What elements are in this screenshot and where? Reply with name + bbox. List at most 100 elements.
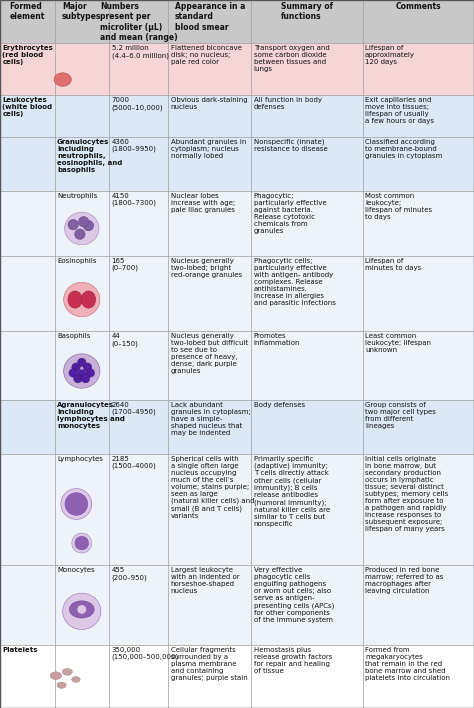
Bar (251, 0, 363, 43)
Bar (109, 191, 168, 256)
Bar (168, 137, 251, 191)
Ellipse shape (72, 677, 80, 683)
Text: Agranulocytes
including
lymphocytes and
monocytes: Agranulocytes including lymphocytes and … (57, 401, 125, 429)
Bar (55, 566, 109, 644)
Bar (0, 454, 55, 566)
Bar (251, 95, 363, 137)
Bar (55, 95, 109, 137)
Text: Basophils: Basophils (57, 333, 91, 339)
Ellipse shape (62, 668, 73, 675)
Text: Classified according
to membrane-bound
granules in cytoplasm: Classified according to membrane-bound g… (365, 139, 443, 159)
Text: Flattened biconcave
disk; no nucleus;
pale red color: Flattened biconcave disk; no nucleus; pa… (171, 45, 242, 65)
Text: 4360
(1800–9950): 4360 (1800–9950) (111, 139, 156, 152)
Text: Granulocytes
including
neutrophils,
eosinophils, and
basophils: Granulocytes including neutrophils, eosi… (57, 139, 122, 173)
Text: Abundant granules in
cytoplasm; nucleus
normally lobed: Abundant granules in cytoplasm; nucleus … (171, 139, 246, 159)
Bar (0, 137, 55, 191)
Bar (109, 644, 168, 708)
Bar (55, 191, 109, 256)
Bar (363, 137, 474, 191)
Bar (168, 566, 251, 644)
Text: Lack abundant
granules in cytoplasm;
have a simple-
shaped nucleus that
may be i: Lack abundant granules in cytoplasm; hav… (171, 401, 251, 435)
Bar (0, 191, 55, 256)
Ellipse shape (77, 370, 86, 378)
Text: Summary of
functions: Summary of functions (281, 2, 333, 21)
Text: Leukocytes
(white blood
cells): Leukocytes (white blood cells) (2, 97, 53, 117)
Bar (363, 644, 474, 708)
Bar (109, 137, 168, 191)
Bar (55, 454, 109, 566)
Bar (363, 191, 474, 256)
Bar (109, 566, 168, 644)
Text: Nuclear lobes
increase with age;
pale lilac granules: Nuclear lobes increase with age; pale li… (171, 193, 235, 213)
Ellipse shape (72, 363, 80, 372)
Text: Obvious dark-staining
nucleus: Obvious dark-staining nucleus (171, 97, 247, 110)
Text: 44
(0–150): 44 (0–150) (111, 333, 138, 347)
Text: Spherical cells with
a single often large
nucleus occupying
much of the cell’s
v: Spherical cells with a single often larg… (171, 456, 254, 519)
Bar (168, 191, 251, 256)
Text: Least common
leukocyte; lifespan
unknown: Least common leukocyte; lifespan unknown (365, 333, 431, 353)
Bar (168, 0, 251, 43)
Bar (251, 454, 363, 566)
Bar (251, 191, 363, 256)
Ellipse shape (73, 375, 82, 383)
Bar (168, 400, 251, 454)
Ellipse shape (64, 282, 100, 316)
Bar (109, 43, 168, 95)
Text: 7000
(5000–10,000): 7000 (5000–10,000) (111, 97, 163, 110)
Text: Exit capillaries and
move into tissues;
lifespan of usually
a few hours or days: Exit capillaries and move into tissues; … (365, 97, 434, 124)
Text: Hemostasis plus
release growth factors
for repair and healing
of tissue: Hemostasis plus release growth factors f… (254, 646, 332, 673)
Bar (0, 0, 55, 43)
Bar (168, 454, 251, 566)
Bar (168, 256, 251, 331)
Ellipse shape (81, 375, 90, 383)
Bar (168, 331, 251, 400)
Text: Initial cells originate
in bone marrow, but
secondary production
occurs in lymph: Initial cells originate in bone marrow, … (365, 456, 448, 532)
Text: Numbers
present per
microliter (μL)
and mean (range): Numbers present per microliter (μL) and … (100, 2, 177, 42)
Bar (0, 95, 55, 137)
Ellipse shape (72, 533, 92, 553)
Ellipse shape (75, 536, 89, 550)
Text: Primarily specific
(adaptive) immunity;
T cells directly attack
other cells (cel: Primarily specific (adaptive) immunity; … (254, 456, 330, 527)
Bar (363, 256, 474, 331)
Bar (251, 644, 363, 708)
Bar (363, 0, 474, 43)
Text: 165
(0–700): 165 (0–700) (111, 258, 138, 271)
Text: Very effective
phagocytic cells
engulfing pathogens
or worn out cells; also
serv: Very effective phagocytic cells engulfin… (254, 567, 334, 623)
Bar (0, 566, 55, 644)
Text: Comments: Comments (395, 2, 441, 11)
Text: Promotes
inflammation: Promotes inflammation (254, 333, 300, 346)
Bar (109, 454, 168, 566)
Bar (0, 43, 55, 95)
Text: 2185
(1500–4000): 2185 (1500–4000) (111, 456, 156, 469)
Text: Cellular fragments
surrounded by a
plasma membrane
and containing
granules; purp: Cellular fragments surrounded by a plasm… (171, 646, 247, 680)
Text: 5.2 million
(4.4–6.0 million): 5.2 million (4.4–6.0 million) (111, 45, 169, 59)
Bar (251, 400, 363, 454)
Text: 4150
(1800–7300): 4150 (1800–7300) (111, 193, 156, 206)
Text: Eosinophils: Eosinophils (57, 258, 97, 263)
Bar (109, 331, 168, 400)
Ellipse shape (54, 73, 71, 86)
Text: Nonspecific (innate)
resistance to disease: Nonspecific (innate) resistance to disea… (254, 139, 328, 152)
Bar (363, 400, 474, 454)
Text: Largest leukocyte
with an indented or
horseshoe-shaped
nucleus: Largest leukocyte with an indented or ho… (171, 567, 239, 595)
Ellipse shape (64, 354, 100, 388)
Ellipse shape (68, 291, 82, 308)
Ellipse shape (78, 217, 89, 227)
Bar (168, 43, 251, 95)
Ellipse shape (69, 369, 77, 377)
Bar (251, 256, 363, 331)
Bar (55, 0, 109, 43)
Text: All function in body
defenses: All function in body defenses (254, 97, 322, 110)
Ellipse shape (77, 605, 86, 614)
Bar (363, 331, 474, 400)
Bar (55, 43, 109, 95)
Bar (55, 256, 109, 331)
Bar (0, 644, 55, 708)
Bar (0, 256, 55, 331)
Text: Nucleus generally
two-lobed; bright
red-orange granules: Nucleus generally two-lobed; bright red-… (171, 258, 242, 278)
Bar (109, 256, 168, 331)
Ellipse shape (86, 369, 95, 377)
Text: Monocytes: Monocytes (57, 567, 95, 573)
Bar (363, 454, 474, 566)
Text: Group consists of
two major cell types
from different
lineages: Group consists of two major cell types f… (365, 401, 436, 429)
